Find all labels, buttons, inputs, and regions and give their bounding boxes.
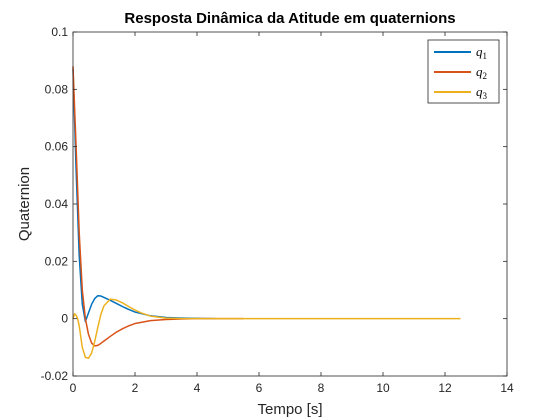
- x-tick-label: 8: [318, 381, 325, 395]
- x-tick-label: 14: [500, 381, 514, 395]
- series-layer: [72, 66, 461, 359]
- y-tick-label: 0.02: [45, 254, 69, 268]
- y-axis-label: Quaternion: [16, 167, 33, 241]
- series-line-q3: [72, 298, 461, 359]
- legend: q1 q2 q3: [427, 39, 500, 104]
- x-tick-label: 4: [194, 381, 201, 395]
- legend-label-q3: q3: [476, 84, 488, 101]
- x-tick-label: 0: [70, 381, 77, 395]
- series-line-q2: [72, 66, 244, 347]
- y-tick-label: -0.02: [41, 369, 69, 383]
- legend-label-q2: q2: [476, 64, 487, 81]
- y-tick-label: 0.08: [45, 82, 69, 96]
- x-axis-label: Tempo [s]: [257, 401, 322, 418]
- legend-label-q1: q1: [476, 44, 487, 61]
- x-tick-label: 2: [132, 381, 139, 395]
- y-tick-label: 0.04: [45, 197, 69, 211]
- x-tick-label: 6: [256, 381, 263, 395]
- x-tick-label: 10: [376, 381, 390, 395]
- y-tick-label: 0: [61, 312, 68, 326]
- x-tick-label: 12: [438, 381, 452, 395]
- y-tick-label: 0.1: [51, 25, 68, 39]
- chart-title: Resposta Dinâmica da Atitude em quaterni…: [124, 10, 455, 27]
- y-tick-label: 0.06: [45, 140, 69, 154]
